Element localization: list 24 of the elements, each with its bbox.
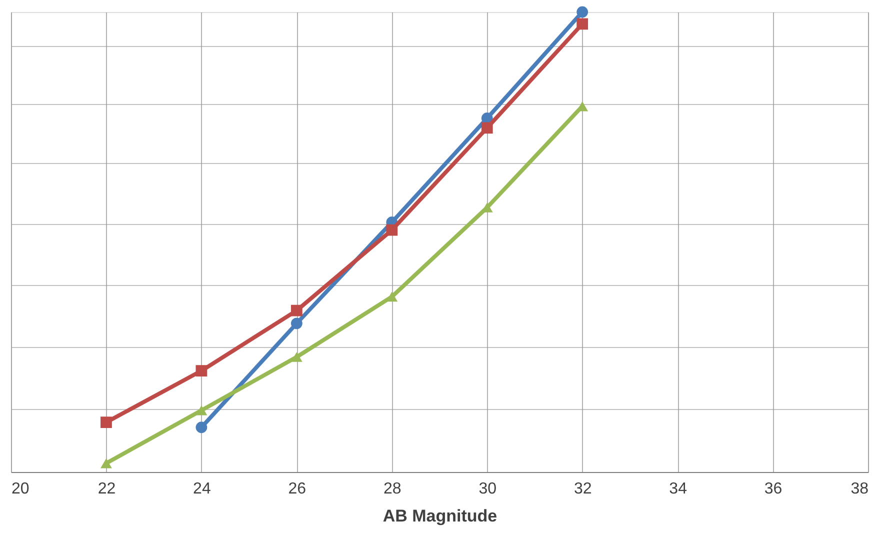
- point: [196, 422, 208, 434]
- x-tick-label: 26: [288, 480, 306, 498]
- point: [100, 416, 112, 428]
- x-tick-label: 32: [574, 480, 592, 498]
- point: [576, 6, 588, 18]
- x-tick-label: 24: [193, 480, 211, 498]
- x-tick-label: 38: [850, 480, 869, 498]
- point: [576, 18, 588, 30]
- point: [290, 304, 302, 316]
- point: [386, 224, 398, 236]
- point: [290, 352, 302, 362]
- x-tick-label: 36: [764, 480, 782, 498]
- point: [386, 292, 398, 302]
- point: [196, 365, 208, 376]
- point: [481, 122, 493, 134]
- point: [100, 458, 112, 468]
- x-axis-title: AB Magnitude: [382, 506, 498, 526]
- x-tick-label: 20: [12, 480, 30, 498]
- point: [290, 318, 302, 330]
- x-tick-label: 34: [669, 480, 688, 498]
- point: [196, 405, 208, 416]
- x-tick-label: 22: [98, 480, 116, 498]
- x-tick-label: 28: [383, 480, 402, 498]
- x-tick-label: 30: [478, 480, 497, 498]
